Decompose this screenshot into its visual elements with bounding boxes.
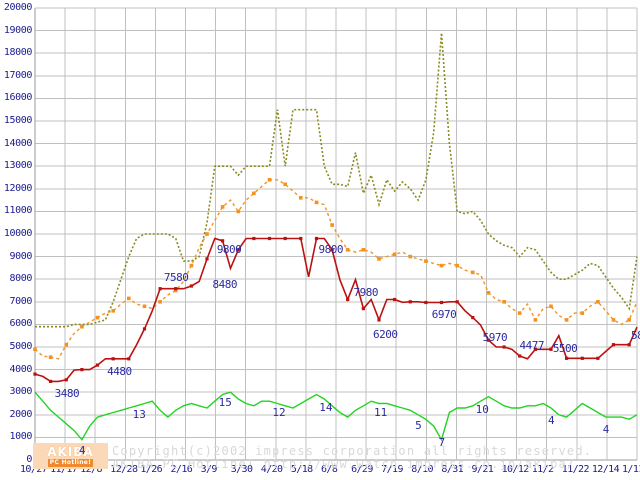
y-axis-tick-label: 0	[26, 454, 32, 465]
y-axis-tick-label: 6000	[9, 318, 33, 330]
logo-title: AKIBA	[47, 444, 94, 459]
y-axis-tick-label: 20000	[3, 2, 33, 13]
y-axis-tick-label: 14000	[3, 137, 33, 149]
x-axis-tick-label: 5/18	[290, 464, 313, 475]
gridlines	[34, 7, 638, 461]
x-axis-tick-label: 7/19	[381, 464, 403, 475]
series-shop-count	[34, 391, 638, 442]
x-axis-tick-label: 12/8	[80, 464, 102, 475]
y-axis-tick-label: 15000	[3, 115, 33, 126]
series-average-price	[33, 178, 638, 360]
data-point-label-count: 4	[548, 414, 555, 428]
x-axis-tick-label: 1/11	[622, 464, 640, 475]
x-axis-tick-label: 10/12	[501, 464, 530, 475]
y-axis-tick-label: 16000	[3, 92, 33, 104]
y-axis-tick-label: 8000	[9, 273, 33, 285]
y-axis-tick-label: 1000	[9, 431, 33, 443]
x-axis-tick-label: 2/16	[170, 464, 193, 475]
x-axis-tick-label: 8/10	[411, 464, 433, 475]
data-point-label-lowest: 9800	[318, 242, 343, 256]
x-axis-tick-label: 10/27	[20, 464, 48, 475]
x-axis-tick-label: 12/28	[110, 464, 138, 475]
logo-subtitle: PC Hotline!	[47, 458, 94, 467]
data-point-label-lowest: 5880	[631, 329, 640, 343]
data-point-label-lowest: 6200	[373, 327, 398, 341]
data-point-label-lowest: 7980	[353, 285, 379, 299]
data-point-label-count: 14	[319, 400, 333, 414]
data-point-label-lowest: 7580	[163, 270, 189, 284]
y-axis-tick-label: 13000	[3, 160, 33, 172]
watermark-copyright: Copyright(c)2002 impress corporation all…	[112, 444, 593, 458]
data-point-label-lowest: 8480	[212, 278, 237, 292]
data-point-label-count: 10	[475, 403, 489, 417]
y-axis-tick-label: 11000	[3, 205, 33, 217]
x-axis-tick-label: 11/22	[561, 464, 590, 475]
y-axis-tick-label: 10000	[3, 228, 33, 239]
x-axis-tick-label: 4/20	[260, 464, 283, 475]
y-axis-tick-label: 2000	[9, 408, 33, 420]
data-point-label-count: 7	[438, 435, 446, 449]
x-axis-tick-label: 3/9	[200, 464, 218, 475]
data-point-label-count: 5	[415, 418, 422, 432]
x-axis-tick-label: 11/2	[531, 464, 554, 475]
x-axis-tick-label: 8/31	[441, 464, 464, 475]
y-axis-tick-label: 17000	[3, 69, 33, 81]
data-point-label-count: 13	[132, 407, 146, 421]
data-point-label-count: 15	[218, 396, 232, 410]
x-axis-tick-label: 1/26	[140, 464, 163, 475]
data-point-label-lowest: 4480	[107, 364, 132, 378]
x-axis-tick-label: 12/14	[591, 464, 620, 475]
data-point-label-lowest: 3480	[54, 387, 80, 401]
data-point-label-count: 11	[374, 405, 388, 419]
data-point-label-count: 12	[272, 405, 286, 419]
data-point-label-lowest: 4477	[519, 338, 545, 352]
data-point-label-count: 4	[78, 443, 86, 457]
y-axis-tick-label: 3000	[9, 386, 33, 398]
akiba-logo: AKIBA PC Hotline!	[33, 443, 108, 469]
x-axis-tick-label: 3/30	[230, 464, 253, 475]
y-axis-tick-label: 4000	[9, 363, 33, 375]
x-axis-tick-label: 6/29	[351, 464, 373, 475]
data-point-label-count: 4	[602, 423, 610, 437]
data-point-label-lowest: 5500	[552, 341, 578, 355]
data-point-label-lowest: 5970	[482, 331, 508, 345]
data-point-label-lowest: 6970	[431, 308, 457, 322]
y-axis-tick-label: 7000	[9, 295, 33, 307]
y-axis-tick-label: 9000	[9, 250, 33, 262]
y-axis-tick-label: 18000	[3, 47, 33, 59]
data-point-label-lowest: 9800	[216, 242, 242, 256]
x-axis-tick-label: 6/8	[321, 464, 338, 475]
series-lowest-price	[33, 236, 638, 384]
y-axis-tick-label: 5000	[9, 341, 33, 352]
x-axis-tick-label: 11/17	[50, 464, 78, 475]
watermark-url: AKIBA PC Hotline! http://www.watch.impre…	[112, 457, 576, 471]
x-axis-tick-label: 9/21	[471, 464, 494, 475]
y-axis-tick-label: 19000	[3, 24, 33, 36]
y-axis-tick-label: 12000	[3, 182, 33, 194]
